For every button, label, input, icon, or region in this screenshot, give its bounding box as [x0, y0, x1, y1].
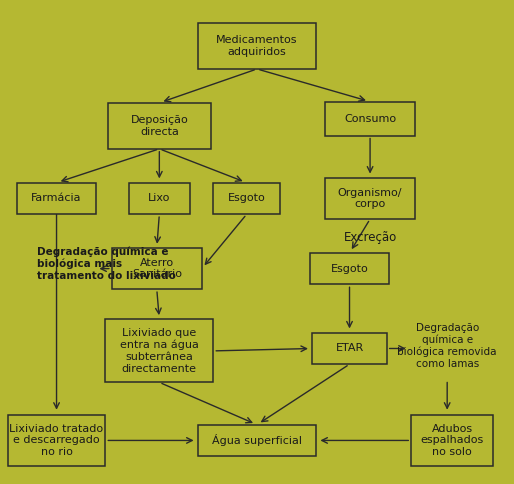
Text: Organismo/
corpo: Organismo/ corpo — [338, 188, 402, 209]
Text: Degradação química e
biológica mais
tratamento do lixiviado: Degradação química e biológica mais trat… — [37, 247, 176, 281]
Text: ETAR: ETAR — [336, 344, 363, 353]
Bar — [112, 248, 201, 289]
Bar — [309, 253, 390, 285]
Text: Aterro
Sanitário: Aterro Sanitário — [132, 258, 182, 279]
Bar — [105, 319, 213, 382]
Text: Farmácia: Farmácia — [31, 194, 82, 203]
Bar — [198, 425, 316, 456]
Text: Excreção: Excreção — [343, 231, 397, 243]
Text: Medicamentos
adquiridos: Medicamentos adquiridos — [216, 35, 298, 57]
Bar — [325, 178, 415, 219]
Bar — [313, 333, 387, 364]
Bar — [16, 182, 97, 214]
Bar — [128, 182, 190, 214]
Text: Lixo: Lixo — [148, 194, 171, 203]
Text: Consumo: Consumo — [344, 114, 396, 123]
Text: Adubos
espalhados
no solo: Adubos espalhados no solo — [420, 424, 484, 457]
Text: Esgoto: Esgoto — [228, 194, 266, 203]
Bar — [411, 415, 493, 466]
Text: Lixiviado que
entra na água
subterrânea
directamente: Lixiviado que entra na água subterrânea … — [120, 328, 199, 374]
Bar — [8, 415, 105, 466]
Bar — [198, 23, 316, 69]
Text: Deposição
directa: Deposição directa — [131, 115, 188, 136]
Text: Lixiviado tratado
e descarregado
no rio: Lixiviado tratado e descarregado no rio — [9, 424, 104, 457]
Bar — [213, 182, 280, 214]
Text: Degradação
química e
biológica removida
como lamas: Degradação química e biológica removida … — [397, 323, 497, 369]
Bar — [325, 102, 415, 136]
Text: Esgoto: Esgoto — [331, 264, 369, 273]
Bar — [108, 103, 211, 149]
Text: Água superficial: Água superficial — [212, 435, 302, 446]
